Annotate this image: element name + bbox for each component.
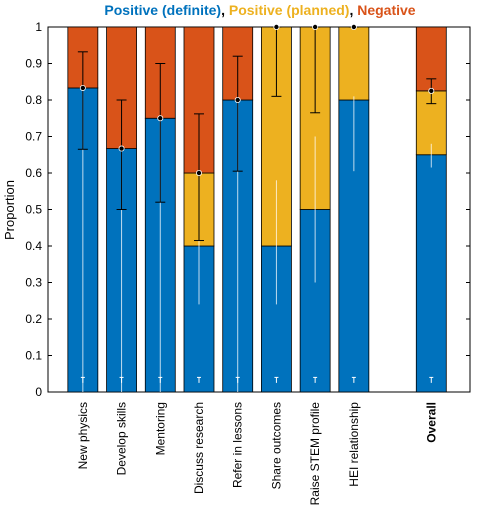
positive-total-marker-8 [428, 87, 435, 94]
y-tick-label-8: 0.8 [25, 93, 42, 107]
y-tick-label-4: 0.4 [25, 239, 42, 253]
positive-total-marker-5 [273, 23, 280, 30]
category-label-3: Discuss research [192, 402, 206, 494]
y-tick-label-2: 0.2 [25, 312, 42, 326]
bar-segment-0-8 [415, 154, 447, 393]
title-separator-1: , [221, 2, 229, 18]
positive-total-marker-4 [234, 97, 241, 104]
title-separator-2: , [349, 2, 357, 18]
positive-total-marker-0 [79, 84, 86, 91]
title-negative: Negative [357, 2, 416, 18]
y-axis-label: Proportion [2, 180, 17, 240]
plot-area: 0 0.1 0.2 0.3 0.4 0.5 0.6 0.7 0.8 0.9 1 New physics… [25, 20, 471, 506]
y-tick-label-9: 0.9 [25, 57, 42, 71]
y-tick-label-10: 1 [35, 20, 42, 34]
category-label-0: New physics [76, 402, 90, 469]
y-tick-label-7: 0.7 [25, 130, 42, 144]
positive-total-marker-6 [312, 23, 319, 30]
category-label-4: Refer in lessons [231, 402, 245, 488]
positive-total-marker-2 [157, 115, 164, 122]
title-positive-planned: Positive (planned) [229, 2, 350, 18]
chart-title: Positive (definite), Positive (planned),… [104, 2, 415, 18]
positive-total-marker-7 [350, 23, 357, 30]
category-label-2: Mentoring [153, 402, 167, 455]
title-positive-definite: Positive (definite) [104, 2, 221, 18]
category-label-7: HEI relationship [347, 402, 361, 487]
y-tick-label-6: 0.6 [25, 166, 42, 180]
y-tick-label-3: 0.3 [25, 276, 42, 290]
positive-total-marker-1 [118, 145, 125, 152]
category-label-6: Raise STEM profile [308, 402, 322, 506]
bar-segment-1-7 [338, 26, 370, 101]
y-tick-label-5: 0.5 [25, 203, 42, 217]
category-label-5: Share outcomes [269, 402, 283, 489]
positive-total-marker-3 [195, 169, 202, 176]
y-tick-label-1: 0.1 [25, 349, 42, 363]
category-label-8: Overall [424, 402, 438, 443]
y-tick-label-0: 0 [35, 385, 42, 399]
category-label-1: Develop skills [115, 402, 129, 475]
